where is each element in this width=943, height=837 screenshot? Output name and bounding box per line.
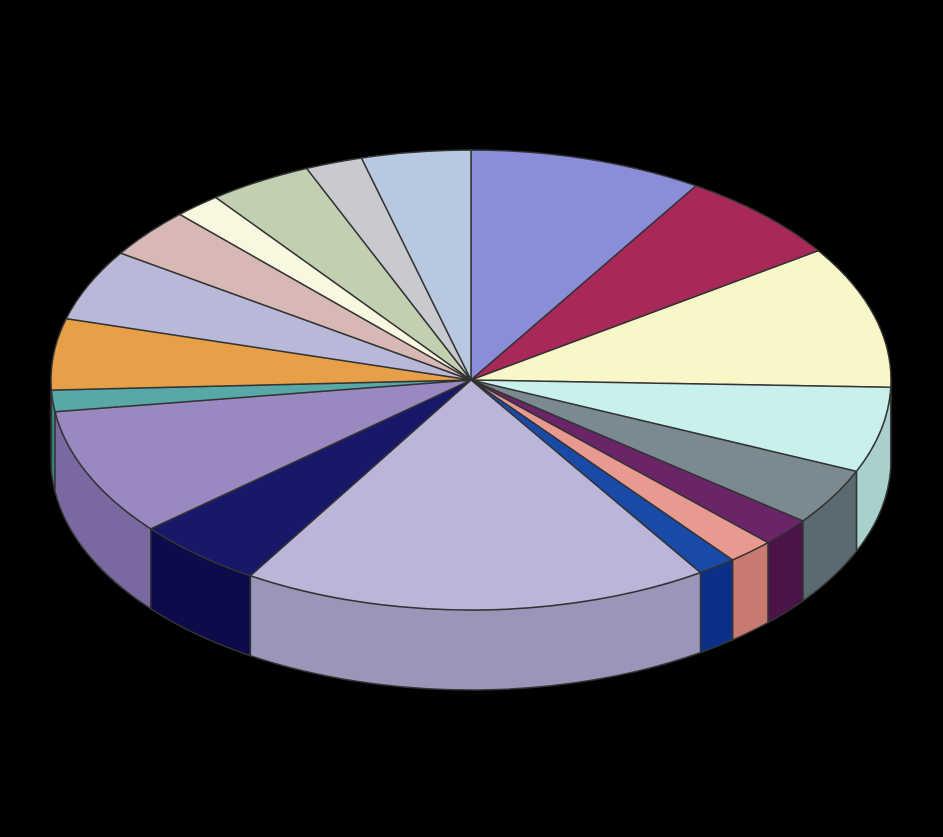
pie-svg <box>0 0 943 837</box>
pie-chart-3d <box>0 0 943 837</box>
